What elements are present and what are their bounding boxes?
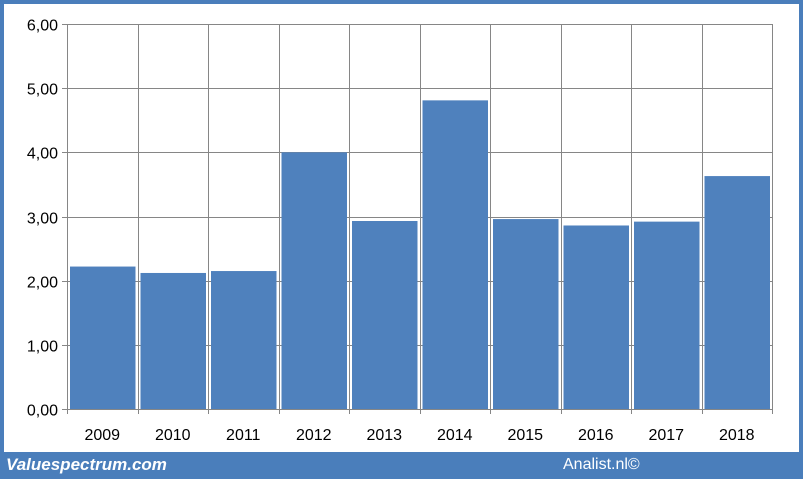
x-tick-label: 2012 <box>296 427 332 444</box>
y-tick-label: 1,00 <box>27 339 58 356</box>
bar-2016 <box>563 225 629 409</box>
credit-label: Analist.nl© <box>563 456 640 473</box>
x-tick-label: 2017 <box>648 427 684 444</box>
bar-2018 <box>704 176 770 409</box>
x-tick-label: 2009 <box>84 427 120 444</box>
y-tick-label: 6,00 <box>27 18 58 35</box>
x-tick-label: 2013 <box>366 427 402 444</box>
bar-2014 <box>422 100 488 409</box>
x-tick-label: 2016 <box>578 427 614 444</box>
x-tick-label: 2010 <box>155 427 191 444</box>
x-tick-label: 2011 <box>226 427 261 444</box>
bar-2013 <box>352 220 418 409</box>
bar-2015 <box>493 219 559 409</box>
x-tick-label: 2015 <box>507 427 543 444</box>
y-tick-label: 3,00 <box>27 211 58 228</box>
bar-2011 <box>211 271 277 409</box>
brand-label: Valuespectrum.com <box>6 455 167 474</box>
bar-2017 <box>634 221 700 409</box>
y-tick-label: 0,00 <box>27 403 58 420</box>
y-tick-label: 5,00 <box>27 82 58 99</box>
bar-2009 <box>70 266 136 409</box>
y-tick-label: 4,00 <box>27 146 58 163</box>
bar-2012 <box>281 152 347 410</box>
axis-layer <box>62 24 772 410</box>
bar-2010 <box>140 272 206 409</box>
x-tick-labels: 2009 2010 2011 2012 2013 2014 2015 2016 2017 2018 <box>84 427 754 444</box>
x-tick-label: 2018 <box>719 427 755 444</box>
x-tick-label: 2014 <box>437 427 473 444</box>
bars-layer <box>70 100 770 410</box>
y-tick-label: 2,00 <box>27 275 58 292</box>
y-tick-labels: 0,00 1,00 2,00 3,00 4,00 5,00 6,00 <box>27 18 58 420</box>
